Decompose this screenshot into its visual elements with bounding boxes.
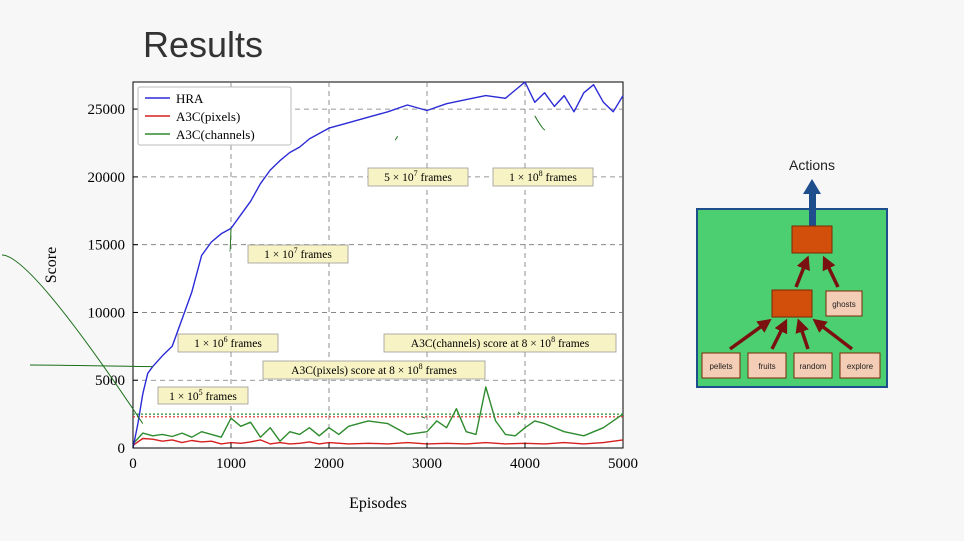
- annotation: 1 × 105 frames: [1, 254, 249, 424]
- input-label-explore: explore: [847, 362, 874, 371]
- y-axis-label: Score: [43, 247, 60, 283]
- actions-label: Actions: [789, 157, 835, 173]
- ghosts-box: ghosts: [825, 290, 863, 317]
- annotation: 1 × 107 frames: [229, 228, 349, 264]
- x-tick-label: 2000: [314, 456, 344, 472]
- annotations: 1 × 105 frames 1 × 106 frames 1 × 107 fram…: [1, 115, 617, 424]
- series-lines: [132, 81, 624, 449]
- annotation-text: 1 × 106 frames: [194, 335, 262, 350]
- x-axis-label: Episodes: [349, 495, 407, 512]
- annotation-box: [177, 333, 279, 353]
- annotation-box: [383, 333, 617, 353]
- flow-arrows: [728, 255, 854, 351]
- y-tick-label: 20000: [88, 170, 126, 186]
- series-line-a3c-channels: [132, 386, 624, 445]
- x-tick-label: 5000: [608, 456, 638, 472]
- annotation-text: 1 × 108 frames: [509, 169, 577, 184]
- annotation-pointer: [534, 115, 546, 131]
- x-tick-label: 1000: [216, 456, 246, 472]
- y-tick-label: 0: [118, 441, 126, 457]
- input-label-pellets: pellets: [709, 362, 732, 371]
- annotation-pointer: [421, 416, 426, 419]
- annotation-box: [157, 386, 249, 405]
- annotation-text: 1 × 107 frames: [264, 246, 332, 261]
- results-chart: 0 1000 2000 3000 4000 5000 0 5000 10000 15000 2000…: [1, 81, 639, 512]
- input-fruits: fruits: [747, 352, 787, 379]
- annotation-box: [262, 360, 486, 380]
- annotation: A3C(channels) score at 8 × 108 frames: [383, 333, 617, 415]
- arrow-pellets-to-mid: [728, 318, 772, 351]
- annotation-box: [247, 244, 349, 264]
- annotation-pointer: [29, 364, 153, 368]
- input-label-random: random: [799, 362, 826, 371]
- x-tick-label: 0: [129, 456, 137, 472]
- arrow-ghosts-to-top: [822, 255, 840, 288]
- slide-title: Results: [143, 24, 264, 65]
- annotation-pointer: [517, 411, 521, 415]
- x-tick-label: 4000: [510, 456, 540, 472]
- legend: HRA A3C(pixels) A3C(channels): [137, 86, 292, 146]
- annotation-pointer: [229, 228, 232, 253]
- arrow-random-to-mid: [795, 318, 810, 350]
- annotation: 1 × 106 frames: [29, 333, 279, 368]
- series-line-hra: [132, 81, 624, 449]
- input-pellets: pellets: [701, 352, 741, 379]
- annotation: 5 × 107 frames: [367, 135, 469, 187]
- legend-label-a3c-channels: A3C(channels): [176, 127, 255, 142]
- y-tick-label: 10000: [88, 305, 126, 321]
- x-tick-label: 3000: [412, 456, 442, 472]
- input-label-fruits: fruits: [758, 362, 775, 371]
- y-tick-label: 15000: [88, 238, 126, 254]
- ghosts-label: ghosts: [832, 300, 856, 309]
- legend-box: [137, 86, 292, 146]
- annotation-text: 1 × 105 frames: [169, 388, 237, 403]
- legend-label-a3c-pixels: A3C(pixels): [176, 109, 240, 124]
- y-tick-label: 5000: [95, 373, 125, 389]
- arrow-fruits-to-mid: [770, 318, 788, 350]
- annotation-text: 5 × 107 frames: [384, 169, 452, 184]
- series-line-a3c-pixels: [132, 437, 624, 446]
- axis-ticks: 0 1000 2000 3000 4000 5000 0 5000 10000 15000 2000…: [88, 102, 639, 472]
- annotation-box: [367, 167, 469, 187]
- arrow-explore-to-mid: [812, 318, 854, 351]
- y-tick-label: 25000: [88, 102, 126, 118]
- annotation-text: A3C(pixels) score at 8 × 108 frames: [291, 362, 457, 377]
- annotation: 1 × 108 frames: [492, 115, 594, 187]
- arrow-mid-to-top: [794, 255, 810, 288]
- annotation-pointer: [394, 135, 399, 141]
- diagram-panel: [696, 208, 888, 388]
- legend-label-hra: HRA: [176, 91, 204, 106]
- annotation-pointer: [1, 254, 144, 424]
- reference-lines: [133, 413, 623, 418]
- annotation: A3C(pixels) score at 8 × 108 frames: [262, 360, 486, 419]
- input-explore: explore: [839, 352, 881, 379]
- annotation-box: [492, 167, 594, 187]
- top-aggregator-node: [791, 225, 833, 254]
- annotation-text: A3C(channels) score at 8 × 108 frames: [411, 335, 590, 350]
- actions-arrow: [803, 179, 821, 227]
- middle-aggregator-node: [771, 289, 813, 318]
- input-random: random: [793, 352, 833, 379]
